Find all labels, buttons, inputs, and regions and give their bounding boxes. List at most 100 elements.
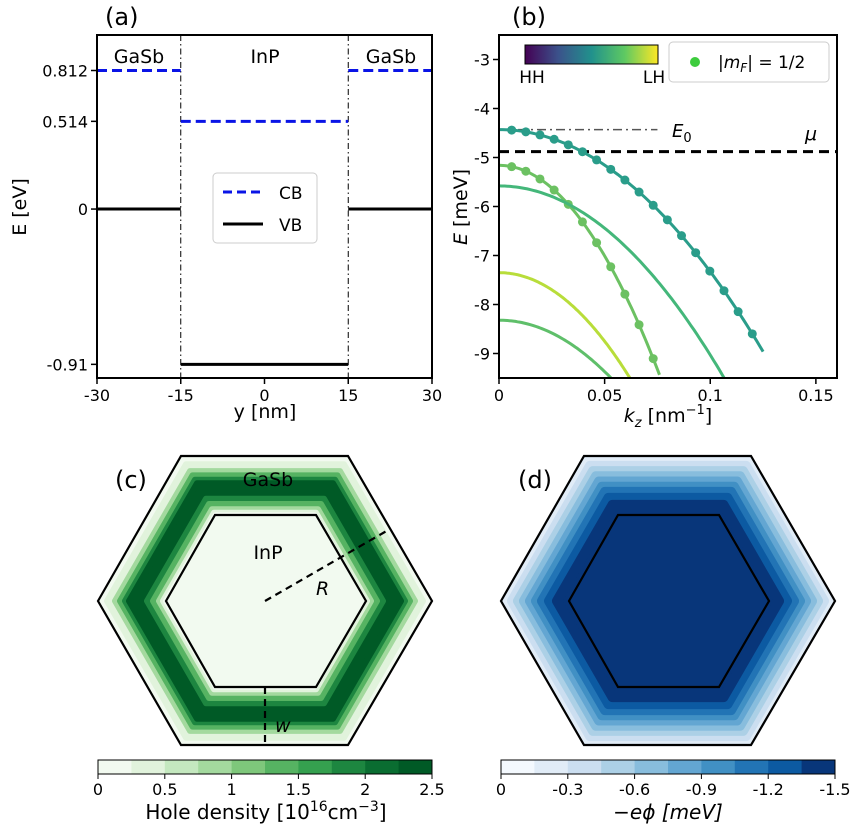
panel-a-legend-cb-label: CB <box>279 184 303 204</box>
panel-a: (a) GaSb InP GaSb CB VB -30 -15 0 15 30 0.812… <box>9 3 442 423</box>
panel-b-ytick-label-0: -3 <box>474 51 490 70</box>
panel-d-colorbar-swatch-1 <box>534 760 569 774</box>
panel-b-band-1-marker-17 <box>747 329 757 339</box>
panel-c-label: (c) <box>115 466 147 494</box>
panel-d-outer-hexagon <box>499 454 837 747</box>
panel-a-ytick-label-2: 0 <box>78 200 88 219</box>
panel-d-colorbar-label: −eϕ [meV] <box>613 800 723 824</box>
panel-b-mu-label: μ <box>804 123 817 145</box>
panel-b-band-2-marker-3 <box>549 185 559 195</box>
panel-c-outer-label: GaSb <box>243 469 294 491</box>
panel-d-colorbar-swatch-5 <box>668 760 702 774</box>
panel-d-label: (d) <box>518 466 552 494</box>
panel-d-colorbar-tick-label-5: -1.5 <box>819 780 850 799</box>
panel-c-colorbar-swatch-8 <box>365 760 400 774</box>
panel-b-band-1-marker-2 <box>535 130 545 140</box>
panel-b-band-1-marker-13 <box>691 248 701 258</box>
panel-c-inner-hexagon <box>164 513 368 689</box>
panel-b-band-2-marker-10 <box>648 354 658 364</box>
panel-c-colorbar-swatch-3 <box>198 760 233 774</box>
panel-d-colorbar-swatch-7 <box>734 760 769 774</box>
panel-a-xtick-label-2: 0 <box>259 386 269 405</box>
panel-d-colorbar-tick-label-1: -0.3 <box>552 780 583 799</box>
panel-b-e0-label: E0 <box>672 121 692 146</box>
panel-b-band-2-line <box>499 163 661 376</box>
panel-c-colorbar-tick-label-1: 0.5 <box>152 780 177 799</box>
panel-b-band-2-marker-0 <box>507 162 517 172</box>
panel-a-ytick-label-0: 0.812 <box>42 61 88 80</box>
panel-a-xlabel: y [nm] <box>234 401 297 423</box>
panel-c-colorbar-swatch-9 <box>398 760 433 774</box>
panel-d: (d) 0 -0.3 -0.6 -0.9 -1.2 -1.5 −eϕ [meV] <box>496 454 851 824</box>
panel-b-band-4-line <box>499 271 632 378</box>
panel-a-ytick-label-1: 0.514 <box>42 112 88 131</box>
panel-d-colorbar-swatch-2 <box>567 760 602 774</box>
panel-c-colorbar-swatch-2 <box>164 760 199 774</box>
panel-a-xtick-label-4: 30 <box>422 386 442 405</box>
panel-c-colorbar-swatch-6 <box>298 760 333 774</box>
panel-b-xtick-label-2: 0.1 <box>698 386 723 405</box>
panel-b-colorbar: HH LH <box>519 44 665 88</box>
panel-b-band-2-marker-8 <box>620 289 630 299</box>
panel-b-legend-box <box>668 41 830 83</box>
panel-c-inner-label: InP <box>253 542 282 564</box>
panel-a-label: (a) <box>105 3 138 31</box>
panel-b-colorbar-max-label: LH <box>643 68 665 88</box>
panel-a-ticks: -30 -15 0 15 30 0.812 0.514 0 -0.91 <box>42 61 442 405</box>
panel-b-legend-label: |mF| = 1/2 <box>718 53 805 75</box>
panel-c-colorbar-swatch-7 <box>331 760 366 774</box>
panel-b-band-2-marker-6 <box>592 238 602 248</box>
panel-c-colorbar-tick-label-2: 1 <box>227 780 237 799</box>
panel-c-colorbar-swatch-1 <box>131 760 166 774</box>
panel-c-outer-hexagon <box>96 454 434 747</box>
panel-d-colorbar-tick-label-3: -0.9 <box>686 780 717 799</box>
panel-c-colorbar-frame <box>97 759 433 775</box>
panel-b-xtick-label-1: 0.05 <box>587 386 623 405</box>
panel-b-band-1-line <box>499 128 765 353</box>
panel-b-label: (b) <box>512 3 546 31</box>
panel-a-region-label-center: InP <box>250 46 279 68</box>
panel-b-ytick-label-4: -7 <box>474 247 490 266</box>
panel-c-colorbar-swatch-5 <box>265 760 299 774</box>
panel-b-colorbar-gradient <box>524 44 659 65</box>
panel-b-band-1-marker-3 <box>549 134 559 144</box>
panel-b-ytick-label-2: -5 <box>474 149 490 168</box>
panel-b-band-2-marker-1 <box>521 166 531 176</box>
panel-b-band-2-marker-5 <box>577 217 587 227</box>
panel-b-band-1-marker-0 <box>507 125 517 135</box>
panel-b-band-1-marker-1 <box>521 127 531 137</box>
panel-b-ytick-label-6: -9 <box>474 345 490 364</box>
panel-a-legend-vb-label: VB <box>279 216 302 236</box>
panel-b-band-1-marker-14 <box>705 266 715 276</box>
panel-b-xtick-label-3: 0.15 <box>798 386 834 405</box>
panel-c-colorbar-tick-label-3: 1.5 <box>286 780 311 799</box>
panel-b-band-1-marker-15 <box>719 286 729 296</box>
panel-b-band-1-marker-10 <box>648 200 658 210</box>
panel-d-colorbar-swatch-9 <box>801 760 836 774</box>
panel-b-band-2-marker-9 <box>634 320 644 330</box>
panel-b-band-5-line <box>499 318 614 378</box>
panel-b-band-2-marker-2 <box>535 174 545 184</box>
panel-b-ticks: 0 0.05 0.1 0.15 -3 -4 -5 -6 -7 -8 -9 <box>474 51 834 406</box>
panel-b-colorbar-min-label: HH <box>519 68 545 88</box>
panel-b-band-3-line <box>499 184 726 378</box>
panel-d-colorbar: 0 -0.3 -0.6 -0.9 -1.2 -1.5 <box>496 759 851 799</box>
panel-b-legend-marker <box>690 57 700 67</box>
panel-c-radius-line <box>264 528 391 602</box>
panel-a-region-label-left: GaSb <box>114 46 165 68</box>
panel-c-width-label: w <box>275 715 291 737</box>
panel-d-colorbar-swatch-8 <box>768 760 803 774</box>
panel-c-colorbar: 0 0.5 1 1.5 2 2.5 <box>93 759 445 799</box>
panel-c-radius-label: R <box>316 578 329 600</box>
panel-d-colorbar-swatch-3 <box>601 760 636 774</box>
panel-c-colorbar-swatch-4 <box>231 760 266 774</box>
panel-b-ylabel: E [meV] <box>450 169 472 245</box>
panel-c-colorbar-swatch-0 <box>98 760 132 774</box>
panel-b-band-1-marker-9 <box>634 187 644 197</box>
panel-b-band-1-marker-4 <box>563 140 573 150</box>
panel-d-colorbar-swatch-4 <box>634 760 669 774</box>
panel-d-colorbar-frame <box>500 759 836 775</box>
panel-a-ylabel: E [eV] <box>9 178 31 236</box>
panel-d-colorbar-tick-label-0: 0 <box>496 780 506 799</box>
